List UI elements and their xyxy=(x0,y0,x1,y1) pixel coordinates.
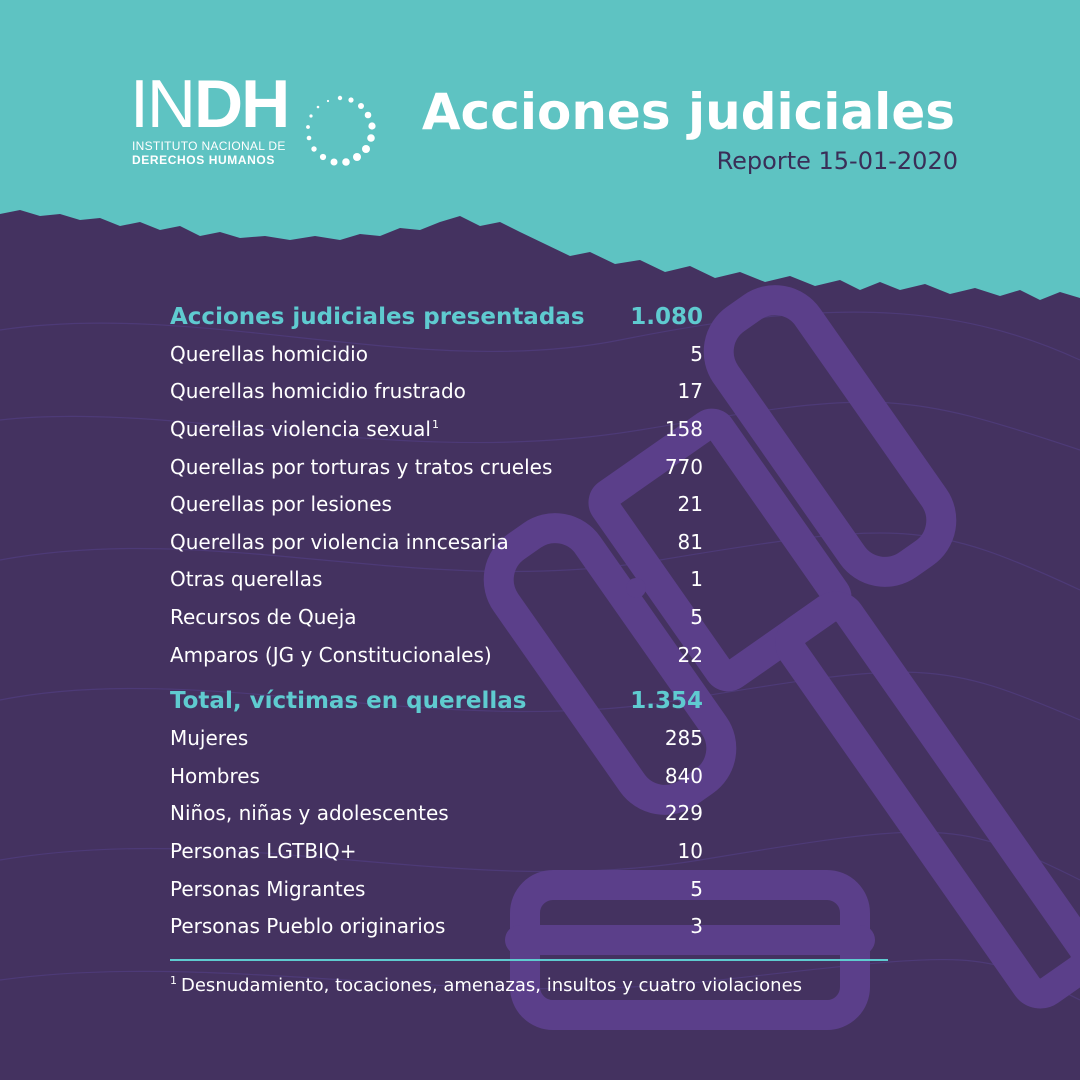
table-row: Personas Pueblo originarios 3 xyxy=(170,907,703,945)
row-label: Recursos de Queja xyxy=(170,604,357,629)
table-row: Niños, niñas y adolescentes 229 xyxy=(170,795,703,833)
table-row: Amparos (JG y Constitucionales) 22 xyxy=(170,636,703,674)
report-date: Reporte 15-01-2020 xyxy=(716,147,958,175)
teal-torn-band xyxy=(0,0,1080,300)
row-value: 5 xyxy=(690,876,703,901)
section-label: Total, víctimas en querellas xyxy=(170,687,527,714)
footnote-divider xyxy=(170,959,888,961)
row-label: Querellas violencia sexual xyxy=(170,416,431,441)
table-row: Querellas por lesiones 21 xyxy=(170,485,703,523)
row-value: 5 xyxy=(690,604,703,629)
row-value: 21 xyxy=(677,492,703,517)
table-row: Otras querellas 1 xyxy=(170,561,703,599)
gavel-highlight-dot xyxy=(626,578,646,598)
row-label: Querellas por violencia inncesaria xyxy=(170,529,509,554)
table-row: Querellas homicidio 5 xyxy=(170,335,703,373)
section-total: 1.354 xyxy=(630,687,703,714)
row-label: Hombres xyxy=(170,763,260,788)
row-label: Querellas por torturas y tratos crueles xyxy=(170,454,553,479)
page-title: Acciones judiciales xyxy=(421,83,955,141)
row-value: 5 xyxy=(690,341,703,366)
row-value: 158 xyxy=(664,416,703,441)
gavel-icon xyxy=(483,285,1080,1030)
row-value: 770 xyxy=(664,454,703,479)
table-row: Querellas por violencia inncesaria 81 xyxy=(170,523,703,561)
row-value: 22 xyxy=(677,642,703,667)
row-value: 229 xyxy=(664,801,703,826)
table-row: Personas LGTBIQ+ 10 xyxy=(170,832,703,870)
table-row: Hombres 840 xyxy=(170,757,703,795)
section-total: 1.080 xyxy=(630,303,703,330)
table-row: Querellas violencia sexual1 158 xyxy=(170,410,703,448)
row-label: Otras querellas xyxy=(170,567,323,592)
section-label: Acciones judiciales presentadas xyxy=(170,303,585,330)
indh-logo: INDH xyxy=(130,68,380,178)
row-label: Amparos (JG y Constitucionales) xyxy=(170,642,492,667)
row-label: Personas Migrantes xyxy=(170,876,366,901)
row-label: Querellas por lesiones xyxy=(170,492,392,517)
row-value: 840 xyxy=(664,763,703,788)
table-row: Querellas homicidio frustrado 17 xyxy=(170,373,703,411)
row-value: 17 xyxy=(677,379,703,404)
row-value: 10 xyxy=(677,838,703,863)
row-label: Querellas homicidio xyxy=(170,341,368,366)
row-label-with-footnote: Querellas violencia sexual1 xyxy=(170,417,439,441)
table-row: Personas Migrantes 5 xyxy=(170,870,703,908)
row-label: Personas Pueblo originarios xyxy=(170,914,446,939)
row-label: Personas LGTBIQ+ xyxy=(170,838,357,863)
row-label: Niños, niñas y adolescentes xyxy=(170,801,449,826)
dotted-circle-icon xyxy=(306,95,376,166)
footnote-text: Desnudamiento, tocaciones, amenazas, ins… xyxy=(181,975,803,996)
row-value: 1 xyxy=(690,567,703,592)
logo-subtitle-line2: DERECHOS HUMANOS xyxy=(132,153,275,167)
logo-wordmark: INDH xyxy=(130,66,290,142)
table-row: Recursos de Queja 5 xyxy=(170,598,703,636)
row-label: Mujeres xyxy=(170,726,249,751)
row-value: 285 xyxy=(664,726,703,751)
row-label: Querellas homicidio frustrado xyxy=(170,379,466,404)
actions-table: Acciones judiciales presentadas 1.080 Qu… xyxy=(170,298,703,945)
section-header-acciones: Acciones judiciales presentadas 1.080 xyxy=(170,298,703,335)
footnote: 1 Desnudamiento, tocaciones, amenazas, in… xyxy=(170,968,802,999)
row-value: 81 xyxy=(677,529,703,554)
logo-word-thin: IN xyxy=(130,66,196,142)
table-row: Querellas por torturas y tratos crueles … xyxy=(170,448,703,486)
footnote-marker: 1 xyxy=(170,974,177,987)
logo-word-bold: DH xyxy=(194,66,290,142)
table-row: Mujeres 285 xyxy=(170,719,703,757)
logo-subtitle-line1: INSTITUTO NACIONAL DE xyxy=(132,139,286,153)
section-header-victimas: Total, víctimas en querellas 1.354 xyxy=(170,682,703,719)
footnote-marker: 1 xyxy=(432,418,439,432)
row-value: 3 xyxy=(690,914,703,939)
